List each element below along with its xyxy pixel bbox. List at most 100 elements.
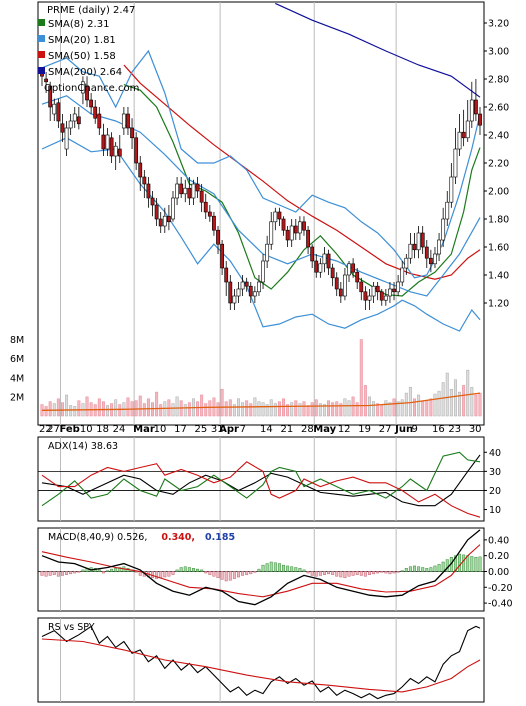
volume-bar <box>60 402 64 417</box>
candle-down <box>314 260 319 273</box>
volume-bar <box>372 401 376 417</box>
price-tick-label-2: 1.60 <box>488 243 509 254</box>
candle-down <box>158 218 163 227</box>
macd-histogram-bar <box>265 563 269 572</box>
candle-down <box>306 229 310 248</box>
volume-bar <box>277 401 281 417</box>
candle-down <box>195 183 200 192</box>
macd-histogram-bar <box>314 571 318 577</box>
macd-histogram-bar <box>257 568 261 572</box>
macd-histogram-bar <box>478 556 482 572</box>
macd-histogram-bar <box>388 571 392 575</box>
candle-up <box>232 295 237 304</box>
macd-histogram-bar <box>359 571 363 576</box>
macd-tick-label-1: 0.20 <box>488 551 509 562</box>
price-tick-label-8: 2.80 <box>488 75 509 86</box>
volume-bar <box>367 396 371 417</box>
price-tick-label-9: 3.00 <box>488 47 509 58</box>
volume-bar <box>470 387 474 417</box>
volume-bar <box>249 403 253 417</box>
candle-down <box>166 215 171 223</box>
macd-histogram-bar <box>97 569 101 572</box>
candle-down <box>130 127 134 139</box>
price-tick-label-7: 2.60 <box>488 103 509 114</box>
candle-down <box>212 215 216 231</box>
candle-down <box>101 134 106 150</box>
macd-histogram-bar <box>331 571 335 575</box>
x-tick-label-1: 27 <box>47 424 60 435</box>
candle-up <box>457 131 462 150</box>
macd-histogram-bar <box>77 571 81 573</box>
candle-up <box>318 263 323 273</box>
volume-bar <box>290 402 294 417</box>
volume-bar <box>458 391 462 417</box>
macd-histogram-bar <box>310 571 314 576</box>
volume-bar <box>101 401 105 417</box>
candle-down <box>338 288 343 297</box>
macd-histogram-bar <box>69 571 73 575</box>
volume-bar <box>433 393 437 417</box>
adx-line-2 <box>41 461 481 518</box>
candle-down <box>310 246 315 262</box>
volume-bar <box>261 402 265 417</box>
x-tick-label-23: 23 <box>448 424 461 435</box>
macd-histogram-bar <box>470 556 474 572</box>
volume-bar <box>187 402 191 417</box>
candle-up <box>257 281 261 293</box>
price-line-4 <box>41 49 481 279</box>
volume-bar <box>441 382 445 417</box>
price-tick-label-5: 2.20 <box>488 159 509 170</box>
macd-label: MACD(8,40,9) 0.526, 0.340, 0.185 <box>48 532 235 543</box>
volume-bar <box>388 402 392 417</box>
volume-bar <box>106 405 109 417</box>
adx-line-1 <box>41 451 481 507</box>
volume-bar <box>302 401 306 417</box>
macd-histogram-bar <box>241 571 245 576</box>
volume-bar <box>478 392 482 417</box>
macd-histogram-bar <box>196 568 200 572</box>
price-line-3 <box>41 95 481 297</box>
volume-bar <box>429 398 433 417</box>
candle-up <box>297 221 302 234</box>
volume-bar <box>425 400 429 417</box>
candle-up <box>408 243 413 259</box>
legend-sma50: SMA(50) 1.58 <box>38 51 116 62</box>
candle-down <box>89 99 94 108</box>
macd-histogram-bar <box>65 571 69 575</box>
candle-up <box>183 187 188 195</box>
macd-histogram-bar <box>232 571 236 579</box>
volume-bar <box>73 406 77 417</box>
macd-histogram-bar <box>48 571 52 576</box>
volume-bar <box>359 339 363 417</box>
macd-histogram-bar <box>298 568 302 572</box>
macd-value: MACD(8,40,9) 0.526, <box>48 532 147 543</box>
volume-bar <box>224 401 228 417</box>
volume-bar <box>138 395 142 417</box>
volume-bar <box>44 406 48 417</box>
legend-sma8-label: SMA(8) 2.31 <box>48 19 109 30</box>
candle-down <box>412 243 417 251</box>
candle-down <box>363 291 368 301</box>
macd-histogram-bar <box>216 571 220 579</box>
macd-histogram-bar <box>134 571 138 573</box>
volume-bar <box>335 401 339 417</box>
legend-sma50-label: SMA(50) 1.58 <box>48 51 116 62</box>
volume-tick-label-3: 8M <box>10 335 24 346</box>
candle-down <box>142 176 147 185</box>
watermark: OptionChance.com <box>44 83 139 94</box>
candle-up <box>81 81 85 94</box>
price-tick-label-10: 3.20 <box>488 19 509 30</box>
candle-up <box>400 267 405 283</box>
candle-down <box>117 148 122 157</box>
volume-bar <box>413 398 416 417</box>
volume-bar <box>462 385 466 417</box>
macd-histogram-bar <box>417 566 421 572</box>
volume-bar <box>474 394 478 417</box>
candle-up <box>236 288 241 297</box>
macd-histogram-bar <box>445 559 449 572</box>
volume-bar <box>118 404 122 417</box>
macd-histogram-bar <box>208 571 212 575</box>
volume-bar <box>400 399 404 417</box>
x-tick-label-20: Jun <box>394 424 413 435</box>
macd-histogram-bar <box>200 569 204 572</box>
